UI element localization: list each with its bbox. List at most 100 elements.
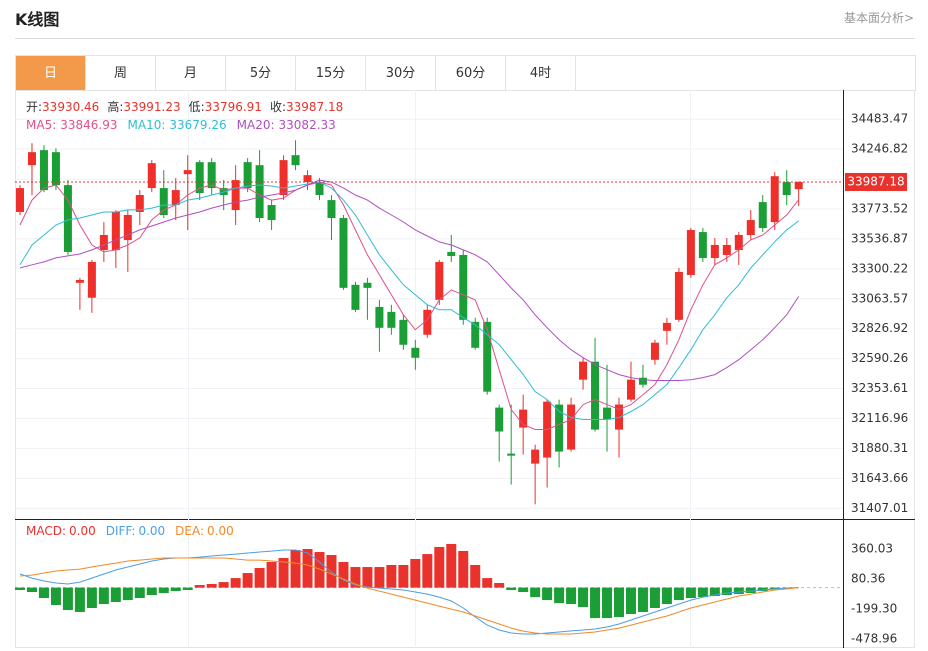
candle-body — [315, 182, 324, 196]
macd-bar — [134, 587, 145, 599]
readout-label: 高: — [107, 99, 123, 114]
y-tick-label: 32116.96 — [851, 411, 908, 425]
candle-body — [207, 162, 216, 189]
macd-bar — [434, 546, 445, 588]
macd-bar — [422, 554, 433, 588]
candle-body — [27, 152, 36, 166]
macd-bar — [15, 587, 25, 590]
y-tick-label: 32590.26 — [851, 351, 908, 365]
y-tick-label: 360.03 — [851, 542, 893, 556]
macd-bar — [326, 555, 337, 588]
legend-value: 0.00 — [69, 524, 96, 538]
macd-bar — [685, 587, 696, 599]
legend-value: 33679.26 — [169, 118, 226, 132]
period-tab[interactable]: 15分 — [296, 56, 366, 91]
ohlc-readout: 开:33930.46 高:33991.23 低:33796.91 收:33987.18 — [26, 99, 343, 114]
macd-bar — [74, 587, 85, 612]
period-tab[interactable]: 30分 — [366, 56, 436, 91]
macd-bar — [122, 587, 133, 601]
candle-body — [219, 188, 228, 196]
macd-bar — [709, 587, 720, 596]
last-price-box — [845, 172, 907, 191]
candle-body — [483, 321, 492, 392]
macd-bar — [506, 587, 517, 590]
readout-value: 33930.46 — [42, 100, 99, 114]
candle-body — [16, 188, 24, 212]
candle-body — [507, 453, 516, 456]
candle-body — [435, 261, 444, 300]
readout-label: 开: — [26, 100, 42, 114]
macd-bar — [530, 587, 541, 598]
y-tick-label: 33773.52 — [851, 201, 908, 215]
candle-body — [75, 279, 84, 283]
candle-body — [255, 165, 264, 219]
macd-bar — [745, 587, 756, 593]
candle-body — [519, 409, 528, 428]
macd-bar — [170, 587, 181, 592]
legend-value: 33082.33 — [279, 118, 336, 132]
y-tick-label: 31407.01 — [851, 501, 908, 515]
macd-readout: MACD: 0.00 DIFF: 0.00 DEA: 0.00 — [26, 524, 234, 538]
macd-bar — [757, 587, 768, 592]
period-tab[interactable]: 月 — [156, 56, 226, 91]
ma-line — [19, 181, 800, 430]
candle-body — [722, 244, 731, 255]
candle-body — [363, 282, 372, 288]
candle-body — [195, 162, 204, 194]
ma-readout: MA5: 33846.93 MA10: 33679.26 MA20: 33082.33 — [26, 118, 336, 132]
candle-body — [159, 188, 168, 216]
macd-bar — [661, 587, 672, 605]
macd-bar — [218, 582, 229, 588]
macd-bar — [158, 587, 169, 593]
candle-body — [123, 215, 132, 241]
period-tab[interactable]: 60分 — [436, 56, 506, 91]
macd-bar — [26, 587, 37, 593]
ma-line — [19, 181, 799, 420]
legend-value: 0.00 — [138, 524, 165, 538]
candle-body — [495, 407, 504, 432]
fundamental-link[interactable]: 基本面分析> — [843, 11, 914, 25]
macd-bar — [386, 565, 397, 588]
period-tab[interactable]: 周 — [86, 56, 156, 91]
candle-body — [770, 176, 779, 223]
y-tick-label: 32353.61 — [851, 381, 908, 395]
period-tab[interactable]: 4时 — [506, 56, 576, 91]
legend-label: MA20: — [237, 118, 275, 132]
macd-bar — [602, 587, 613, 619]
macd-bar — [374, 567, 385, 588]
candle-body — [411, 347, 420, 358]
candle-body — [459, 254, 468, 320]
macd-bar — [649, 587, 660, 609]
y-tick-label: 34246.82 — [851, 142, 908, 156]
candle-body — [279, 160, 288, 196]
indicator-line — [19, 557, 799, 635]
candle-body — [531, 449, 540, 464]
candle-body — [147, 163, 156, 189]
candle-body — [746, 220, 755, 235]
candle-body — [471, 321, 480, 348]
macd-bar — [98, 587, 109, 605]
candle-body — [794, 181, 803, 190]
macd-bar — [146, 587, 157, 596]
macd-bar — [230, 578, 241, 588]
macd-bar — [446, 543, 457, 588]
legend-value: 33846.93 — [60, 118, 117, 132]
candle-body — [339, 218, 348, 288]
legend-label: MA5: — [26, 118, 56, 132]
y-tick-label: 33063.57 — [851, 291, 908, 305]
period-tab[interactable]: 日 — [16, 56, 86, 91]
period-tab[interactable]: 5分 — [226, 56, 296, 91]
macd-bar — [470, 565, 481, 588]
candle-body — [39, 150, 48, 191]
macd-bar — [697, 587, 708, 598]
candle-body — [87, 261, 96, 298]
macd-bar — [362, 567, 373, 588]
candle-body — [662, 322, 671, 331]
macd-bar — [206, 583, 217, 588]
macd-bar — [350, 567, 361, 588]
readout-value: 33987.18 — [286, 100, 343, 114]
macd-bar — [290, 549, 301, 588]
macd-bar — [314, 552, 325, 588]
macd-bar — [266, 561, 277, 588]
